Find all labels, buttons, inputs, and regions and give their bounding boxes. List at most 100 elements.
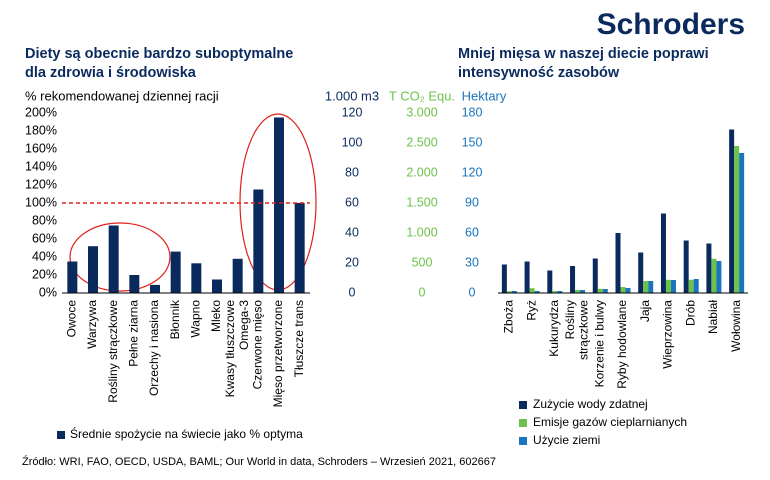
x-tick-label: Korzenie i bulwy <box>592 300 606 387</box>
y-tick-label: 60 <box>345 195 359 209</box>
x-tick-label: Mięso przetworzone <box>271 300 285 408</box>
bar <box>638 252 644 293</box>
bar <box>729 129 735 293</box>
x-tick-label: Pełne ziarna <box>127 300 141 367</box>
x-tick-label: Wapno <box>189 300 203 338</box>
bar <box>88 246 98 293</box>
x-tick-label: Zboża <box>502 300 516 334</box>
y-tick-label: 1.000 <box>406 225 437 239</box>
bar <box>620 287 626 293</box>
legend-label: Średnie spożycie na świecie jako % optym… <box>70 426 303 441</box>
y-tick-label: 0 <box>419 285 426 299</box>
y-tick-label: 1.500 <box>406 195 437 209</box>
y-tick-label: 60 <box>465 225 479 239</box>
bar <box>615 233 621 293</box>
y-tick-label: 0 <box>469 285 476 299</box>
legend-swatch <box>519 419 527 427</box>
source-note: Źródło: WRI, FAO, OECD, USDA, BAML; Our … <box>22 455 496 468</box>
bar <box>108 225 119 293</box>
x-tick-label: Roślinystrączkowe <box>563 300 591 360</box>
y-tick-label: 20% <box>32 267 57 281</box>
y-axis-title: % rekomendowanej dziennej racji <box>25 88 219 103</box>
bar <box>711 258 717 293</box>
y-tick-label: 120% <box>25 177 57 191</box>
y-tick-label: 100 <box>342 135 363 149</box>
legend-swatch <box>519 437 527 445</box>
bar <box>739 153 745 293</box>
x-tick-label: Czerwone mięso <box>251 300 265 390</box>
bar <box>693 279 699 293</box>
bar <box>511 291 517 293</box>
bar <box>643 281 649 293</box>
y-tick-label: 160% <box>25 141 57 155</box>
bar <box>191 263 202 293</box>
bar <box>150 284 160 293</box>
y-tick-label: 40% <box>32 249 57 263</box>
y-tick-label: 180 <box>462 105 483 119</box>
bar <box>597 288 603 293</box>
bar <box>212 279 222 293</box>
bar <box>602 289 608 293</box>
y-tick-label: 150 <box>462 135 483 149</box>
y-tick-label: 180% <box>25 123 57 137</box>
y-tick-label: 140% <box>25 159 57 173</box>
y-tick-label: 30 <box>465 255 479 269</box>
bar <box>524 261 530 293</box>
y-tick-label: 500 <box>412 255 433 269</box>
y-tick-label: 80 <box>345 165 359 179</box>
x-tick-label: Nabiał <box>706 300 720 334</box>
y2-axis-title: T CO₂ Equ. <box>389 88 455 103</box>
legend-label: Emisje gazów cieplarnianych <box>533 415 687 429</box>
bar <box>580 290 586 293</box>
y-tick-label: 80% <box>32 213 57 227</box>
bar <box>665 279 671 293</box>
bar <box>253 189 264 293</box>
legend-label: Zużycie wody zdatnej <box>533 397 648 411</box>
x-tick-label: Wieprzowina <box>661 300 675 369</box>
bar <box>534 291 540 293</box>
x-tick-label: Błonnik <box>168 299 182 339</box>
x-tick-label: Ryż <box>524 300 538 321</box>
y-tick-label: 20 <box>345 255 359 269</box>
x-tick-label: Drób <box>683 300 697 326</box>
bar <box>734 146 740 293</box>
bar <box>670 280 676 293</box>
bar <box>506 291 512 293</box>
bar <box>547 270 553 293</box>
bar <box>129 275 140 293</box>
bar <box>274 117 284 293</box>
bar <box>683 240 689 293</box>
bar <box>501 264 507 293</box>
bar <box>688 279 694 293</box>
y-tick-label: 120 <box>342 105 363 119</box>
y-tick-label: 2.500 <box>406 135 437 149</box>
y-tick-label: 200% <box>25 105 57 119</box>
bar <box>592 258 598 293</box>
bar <box>575 290 581 293</box>
x-tick-label: Kukurydza <box>547 300 561 357</box>
legend-swatch <box>519 401 527 409</box>
bar <box>232 258 243 293</box>
chart-title: dla zdrowia i środowiska <box>25 65 197 81</box>
chart-title: Diety są obecnie bardzo suboptymalne <box>25 46 293 62</box>
x-tick-label: Owoce <box>65 300 79 338</box>
bar <box>660 213 666 293</box>
x-tick-label: Wołowina <box>729 300 743 352</box>
bar <box>170 251 181 293</box>
y-tick-label: 90 <box>465 195 479 209</box>
logo: Schroders <box>597 8 745 41</box>
legend-label: Użycie ziemi <box>533 433 600 447</box>
bar <box>552 291 558 293</box>
y3-axis-title: Hektary <box>462 88 507 103</box>
bar <box>625 288 631 293</box>
y-tick-label: 0 <box>349 285 356 299</box>
highlight-ellipse <box>69 222 171 292</box>
y-axis-title: 1.000 m3 <box>325 88 379 103</box>
x-tick-label: Jaja <box>638 300 652 322</box>
y-tick-label: 120 <box>462 165 483 179</box>
bar <box>294 203 305 293</box>
y-tick-label: 3.000 <box>406 105 437 119</box>
y-tick-label: 0% <box>39 285 57 299</box>
chart-title: intensywność zasobów <box>458 65 620 81</box>
